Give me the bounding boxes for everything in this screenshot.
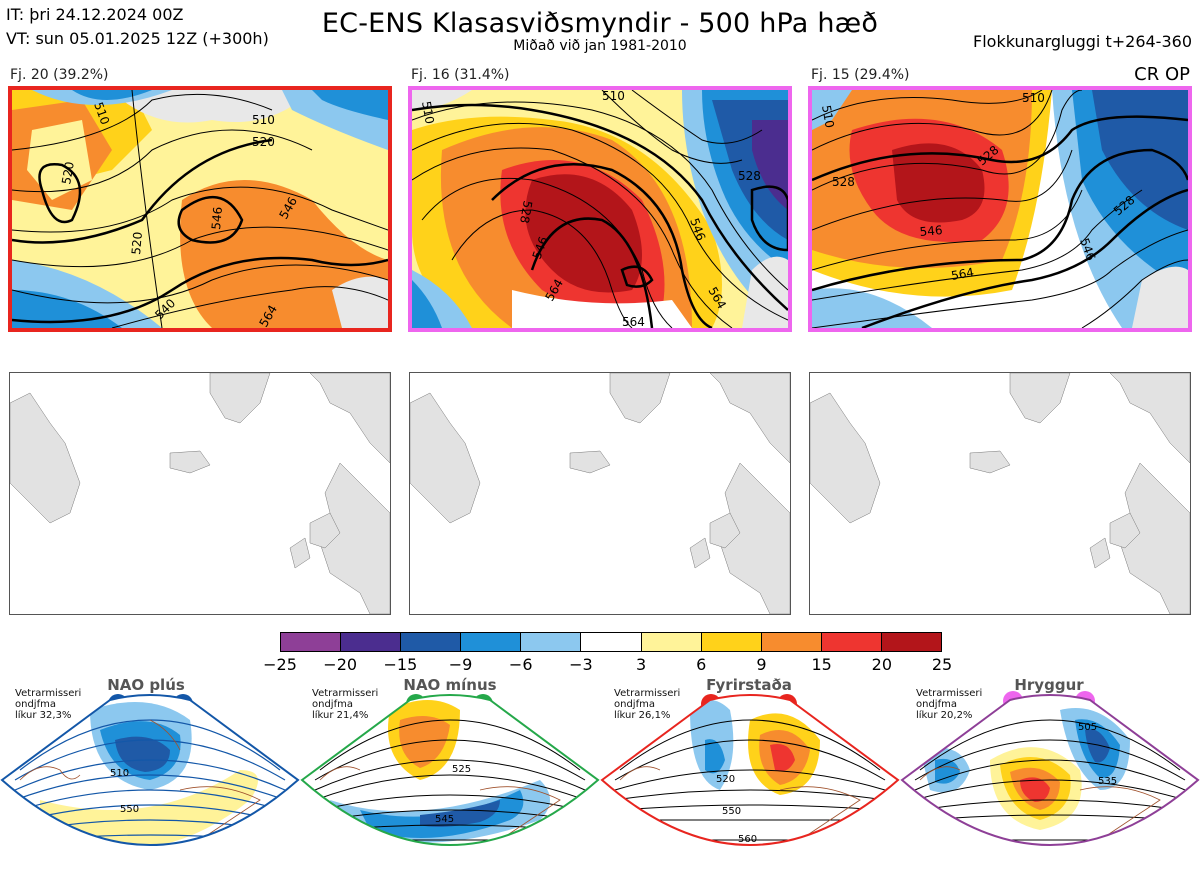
svg-text:550: 550 — [722, 806, 741, 817]
cluster-3-contour-label: 528 — [832, 175, 855, 189]
colorbar-tick-label: −9 — [448, 655, 473, 674]
cluster-1-contour-label: 546 — [209, 206, 225, 230]
base-map-2 — [409, 372, 791, 615]
valid-time: VT: sun 05.01.2025 12Z (+300h) — [6, 29, 269, 48]
cluster-2-contour-label: 564 — [622, 315, 645, 328]
svg-text:535: 535 — [1098, 776, 1117, 787]
svg-text:510: 510 — [110, 768, 129, 779]
svg-text:550: 550 — [120, 804, 139, 815]
cluster-2-contour-label: 510 — [419, 100, 437, 125]
colorbar-swatch — [581, 633, 642, 651]
colorbar-tick-label: 9 — [756, 655, 767, 674]
colorbar-tick-label: −3 — [569, 655, 593, 674]
colorbar-swatch — [701, 633, 762, 651]
control-run-legend: CR OP — [1134, 64, 1190, 85]
cluster-1-label: Fj. 20 (39.2%) — [10, 67, 109, 83]
svg-text:560: 560 — [738, 834, 757, 845]
cluster-1-contour-label: 520 — [59, 161, 77, 186]
svg-text:565: 565 — [445, 850, 464, 861]
cluster-window: Flokkunargluggi t+264-360 — [973, 32, 1192, 51]
svg-text:505: 505 — [1078, 722, 1097, 733]
regime-2-title: NAO mínus — [403, 676, 497, 694]
regime-4-title: Hryggur — [1014, 676, 1084, 694]
cluster-3-contour-label: 510 — [1022, 91, 1045, 105]
svg-text:520: 520 — [716, 774, 735, 785]
base-map-3 — [809, 372, 1191, 615]
regime-1-note: Vetrarmisseri ondjfma líkur 32,3% — [15, 688, 82, 721]
cluster-2-map: 510 546 528 546 564 564 528 510 564 — [408, 86, 792, 332]
cluster-3-label: Fj. 15 (29.4%) — [811, 67, 910, 83]
regime-3-title: Fyrirstaða — [706, 676, 792, 694]
cluster-2-contour-label: 528 — [738, 169, 761, 183]
page-title: EC-ENS Klasasviðsmyndir - 500 hPa hæð — [321, 8, 879, 39]
colorbar-tick-label: 15 — [811, 655, 832, 674]
regime-2-note: Vetrarmisseri ondjfma líkur 21,4% — [312, 688, 379, 721]
regime-maps: 510 550 525 545 565 — [0, 694, 1200, 861]
cluster-1-contour-label: 510 — [252, 113, 275, 127]
colorbar — [280, 632, 942, 652]
page-subtitle: Miðað við jan 1981-2010 — [513, 38, 687, 54]
colorbar-tick-label: −25 — [263, 655, 297, 674]
colorbar-tick-label: −15 — [383, 655, 418, 674]
cluster-1-map: 510 520 520 520 540 546 546 564 510 — [8, 86, 392, 332]
colorbar-tick-label: 6 — [696, 655, 707, 674]
cluster-3-contour-label: 564 — [950, 265, 975, 283]
colorbar-swatch — [881, 633, 942, 651]
colorbar-swatch — [521, 633, 582, 651]
regime-2-map: 525 545 565 — [302, 695, 598, 861]
colorbar-swatch — [761, 633, 822, 651]
cluster-3-contour-label: 546 — [919, 223, 943, 239]
regime-1-title: NAO plús — [107, 676, 185, 694]
colorbar-tick-label: 3 — [635, 655, 647, 674]
regime-4-map: 505 535 560 — [902, 695, 1198, 845]
regime-4-note: Vetrarmisseri ondjfma líkur 20,2% — [916, 688, 983, 721]
colorbar-tick-label: 20 — [871, 655, 892, 674]
regime-3-map: 520 550 560 — [602, 695, 898, 845]
svg-text:525: 525 — [452, 764, 471, 775]
colorbar-swatch — [641, 633, 702, 651]
colorbar-swatch — [281, 633, 342, 651]
cluster-3-map: 510 528 528 546 564 546 510 528 — [808, 86, 1192, 332]
cluster-2-label: Fj. 16 (31.4%) — [411, 67, 510, 83]
regime-3-note: Vetrarmisseri ondjfma líkur 26,1% — [614, 688, 681, 721]
cluster-2-contour-label: 510 — [602, 90, 625, 103]
colorbar-tick-label: −6 — [508, 655, 533, 674]
init-time: IT: þri 24.12.2024 00Z — [6, 5, 184, 24]
cluster-1-contour-label: 520 — [129, 231, 145, 255]
regime-1-map: 510 550 — [2, 695, 298, 845]
colorbar-tick-label: −20 — [323, 655, 358, 674]
svg-text:545: 545 — [435, 814, 454, 825]
cluster-3-contour-label: 510 — [819, 104, 837, 129]
colorbar-swatch — [821, 633, 882, 651]
colorbar-tick-label: 25 — [931, 655, 953, 674]
colorbar-swatch — [401, 633, 462, 651]
cluster-2-contour-label: 528 — [517, 199, 535, 224]
colorbar-swatch — [461, 633, 522, 651]
cluster-1-contour-label: 520 — [252, 135, 275, 149]
base-map-1 — [9, 372, 391, 615]
colorbar-swatch — [341, 633, 402, 651]
